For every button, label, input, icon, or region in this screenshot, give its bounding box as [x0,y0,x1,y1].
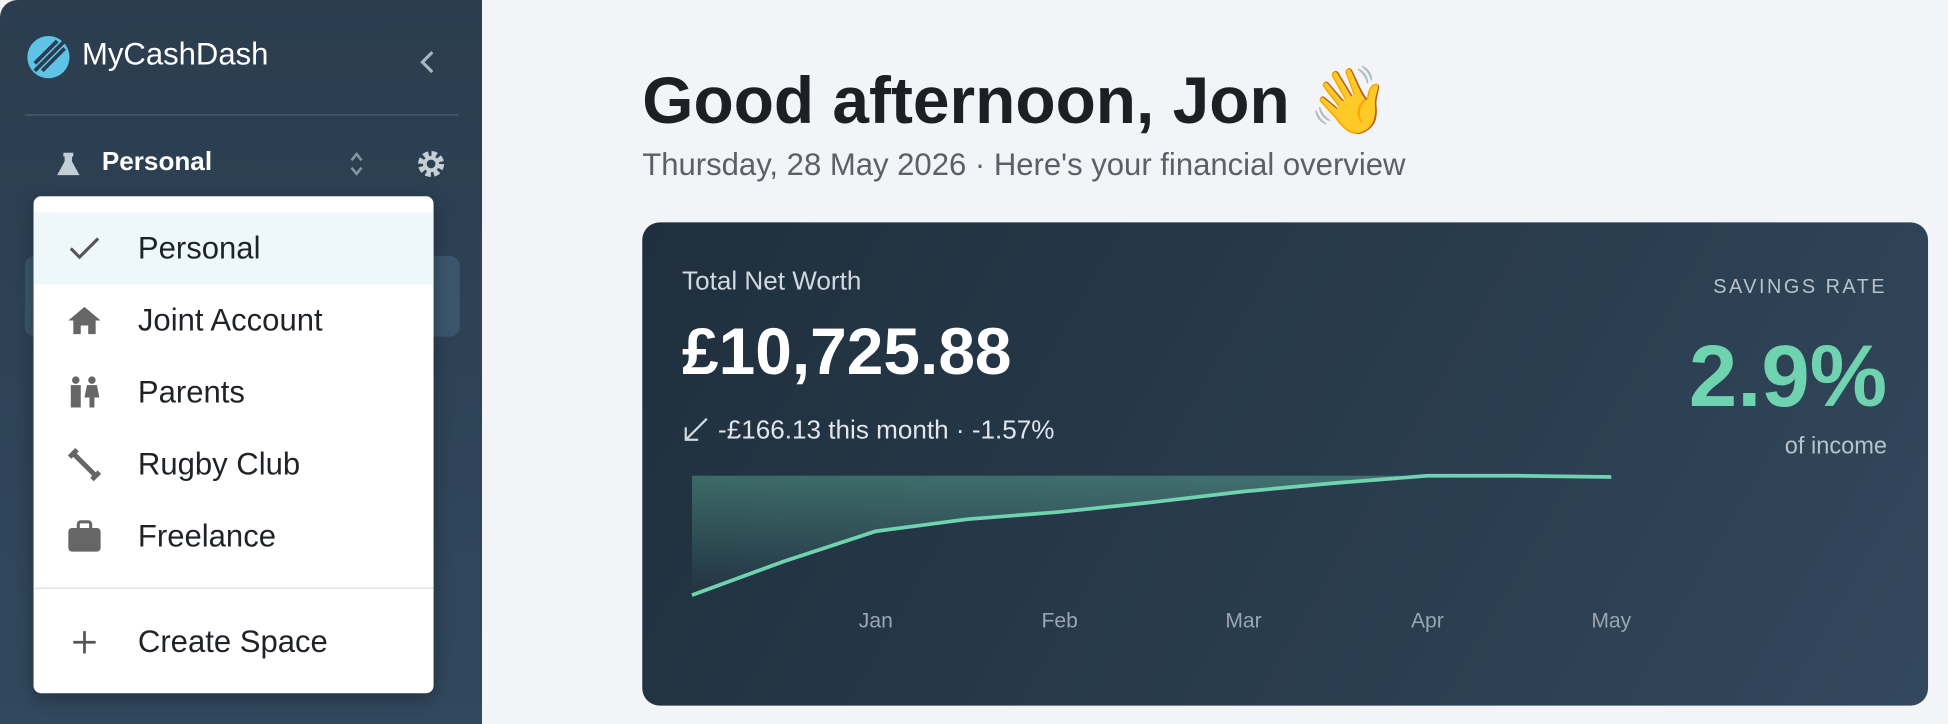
change: -£166.13 this month · -1.57% [718,416,1055,445]
menu-label: Joint Account [137,303,323,338]
briefcase-icon [68,520,101,552]
logo [27,36,70,79]
x-tick-label: Apr [1411,609,1444,632]
savings-label: SAVINGS RATE [1713,277,1888,299]
fitness-icon [67,447,102,482]
check-icon [69,237,100,260]
subtitle: Thursday, 28 May 2026 · Here's your fina… [642,147,1406,183]
menu-item[interactable]: Personal [33,212,434,285]
net-worth-card: Jan Feb Mar Apr May Total Net Worth £10,725.… [642,222,1929,706]
collapse-button[interactable] [417,50,437,75]
menu-label: Create Space [137,624,328,660]
net-worth: £10,725.88 [682,315,1012,389]
space-selector[interactable]: Personal [101,147,213,177]
trend-icon [684,417,708,441]
space-toggle[interactable] [348,149,365,179]
greeting: Good afternoon, Jon 👋 [642,64,1390,138]
sparkline: Jan Feb Mar Apr May [691,473,1632,632]
family-icon [70,376,100,408]
menu-item[interactable]: Joint Account [34,284,434,356]
space-menu: Personal Joint Account Parents Rugby Clu… [33,196,434,694]
menu-divider [33,587,434,589]
menu-label: Parents [137,375,245,410]
menu-label: Personal [137,231,261,266]
menu-item[interactable]: Rugby Club [34,429,434,501]
plus-icon [73,631,96,654]
menu-item[interactable]: Freelance [34,501,434,573]
area [691,475,1612,596]
menu-item[interactable]: Parents [34,357,434,429]
x-tick-label: Mar [1225,609,1261,632]
savings-note: of income [1784,433,1888,460]
menu-item[interactable]: Create Space [34,606,434,678]
space-icon [57,152,80,176]
savings-rate: 2.9% [1688,327,1888,425]
menu-label: Rugby Club [137,447,301,483]
menu-label: Freelance [137,519,277,555]
settings-button[interactable] [416,149,446,179]
x-tick-label: Jan [859,609,893,632]
divider [24,114,459,116]
line [691,473,1612,597]
card-label: Total Net Worth [682,267,862,296]
brand: MyCashDash [81,37,269,73]
home-icon [68,306,101,335]
x-tick-label: Feb [1041,609,1077,632]
x-tick-label: May [1591,609,1631,632]
